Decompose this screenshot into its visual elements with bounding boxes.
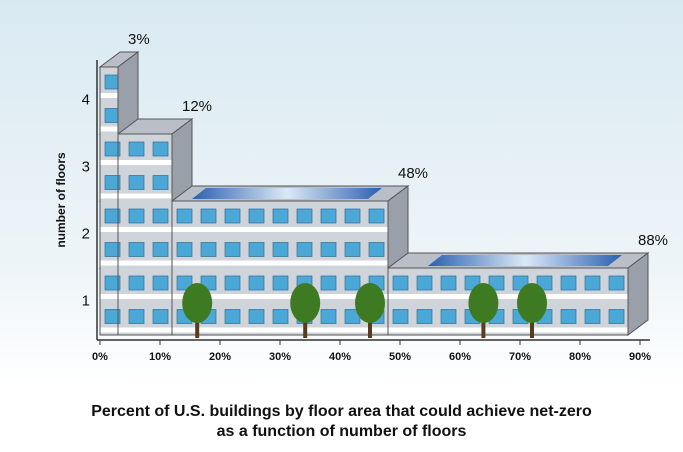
value-label: 48% <box>398 165 428 182</box>
chart-title-box: Percent of U.S. buildings by floor area … <box>0 402 683 442</box>
tree-trunk <box>368 310 372 338</box>
tree-trunk <box>303 310 308 338</box>
x-tick-label: 30% <box>269 351 291 363</box>
tree-crown <box>290 283 321 323</box>
y-tick-label: 2 <box>82 225 90 242</box>
value-label: 88% <box>638 232 668 249</box>
x-tick-label: 20% <box>209 351 231 363</box>
solar-panel <box>428 255 622 266</box>
x-tick-label: 50% <box>389 351 411 363</box>
x-tick-label: 80% <box>569 351 591 363</box>
tree-crown <box>468 283 499 323</box>
x-tick-label: 40% <box>329 351 351 363</box>
x-tick-label: 60% <box>449 351 471 363</box>
tree-trunk <box>481 310 486 338</box>
side-wall <box>387 185 409 269</box>
x-tick-label: 0% <box>92 351 108 363</box>
y-axis-label: number of floors <box>54 152 68 248</box>
tree-crown <box>517 283 547 323</box>
side-wall <box>117 51 139 135</box>
value-label: 3% <box>128 31 150 48</box>
tree-crown <box>182 283 213 323</box>
chart-title: Percent of U.S. buildings by floor area … <box>91 403 592 440</box>
building-section <box>99 66 119 336</box>
tree-trunk <box>530 310 534 338</box>
x-tick-label: 90% <box>629 351 651 363</box>
x-tick-label: 70% <box>509 351 531 363</box>
x-tick-label: 10% <box>149 351 171 363</box>
side-wall <box>171 118 193 202</box>
tree-crown <box>355 283 385 323</box>
y-tick-label: 1 <box>82 292 90 309</box>
side-wall <box>627 252 649 336</box>
solar-panel <box>192 188 382 199</box>
tree-trunk <box>195 310 200 338</box>
y-tick-label: 4 <box>82 91 90 108</box>
y-tick-label: 3 <box>82 158 90 175</box>
value-label: 12% <box>182 98 212 115</box>
